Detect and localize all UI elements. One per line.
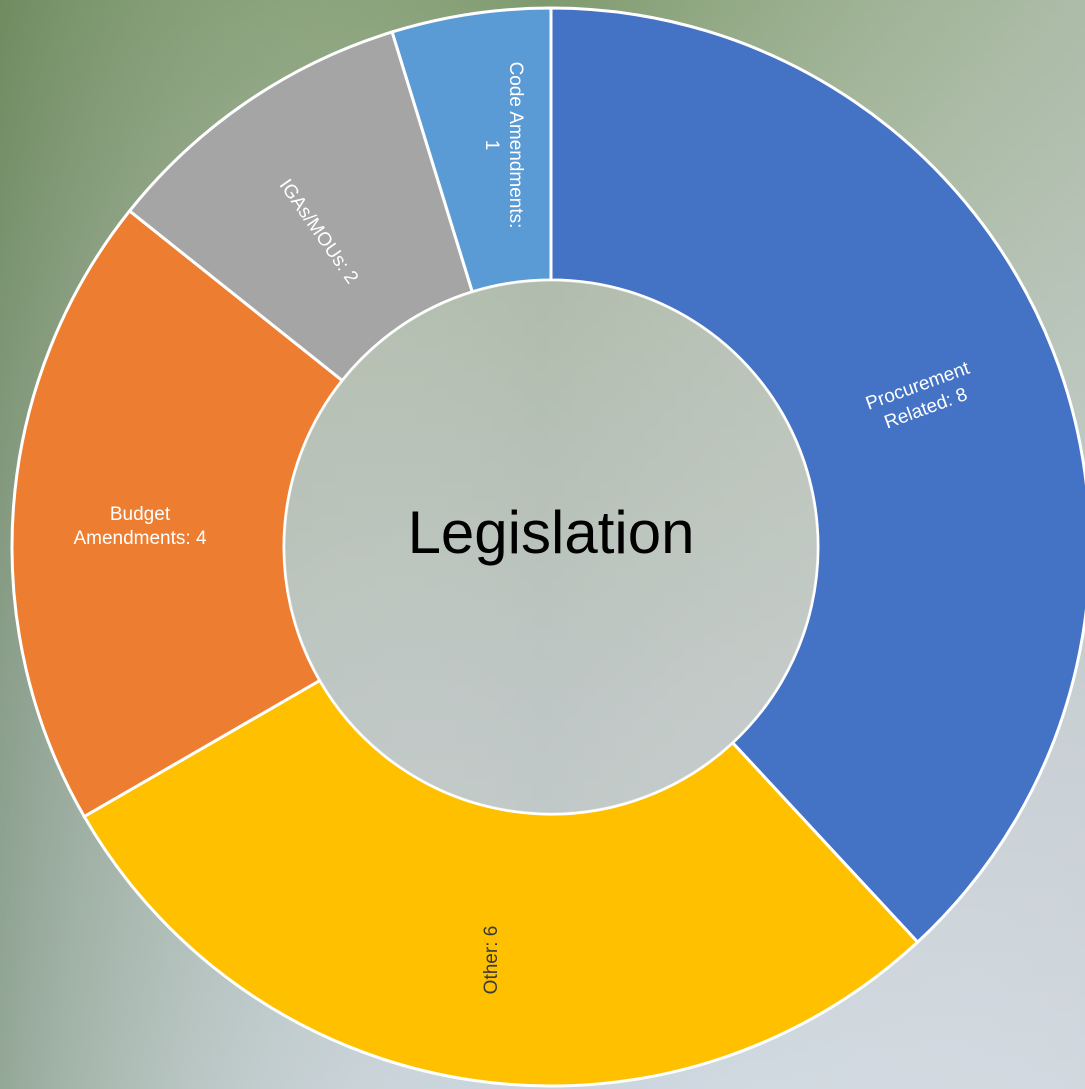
chart-title: Legislation bbox=[408, 499, 695, 566]
donut-hole bbox=[283, 279, 819, 815]
data-label: Code Amendments:1 bbox=[481, 62, 526, 229]
slices bbox=[10, 6, 1085, 1088]
data-label: Other: 6 bbox=[481, 926, 502, 995]
data-label: Budget Amendments: 4 bbox=[73, 504, 206, 549]
